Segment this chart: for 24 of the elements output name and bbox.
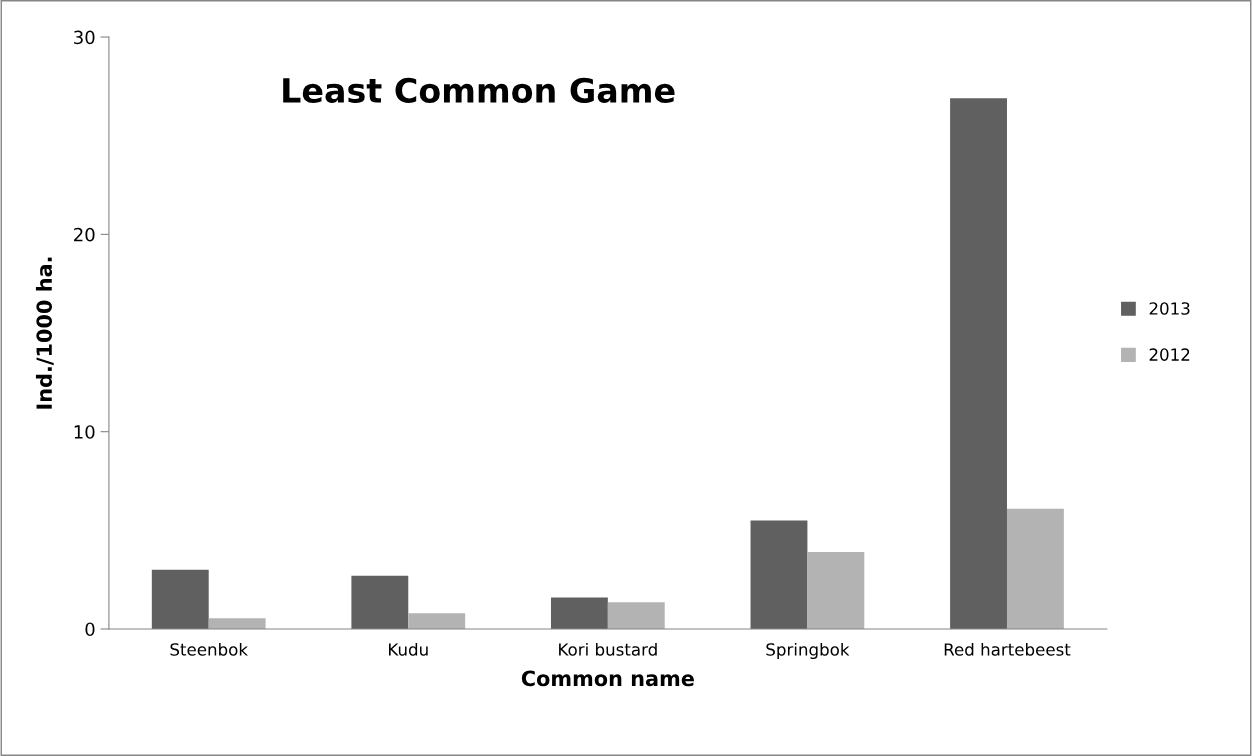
y-tick-label: 30 — [74, 30, 95, 45]
x-tick-label: Red hartebeest — [944, 642, 1071, 656]
bar — [1006, 508, 1064, 629]
legend-label: 2012 — [1149, 348, 1190, 361]
bar — [750, 520, 808, 629]
bar — [550, 597, 608, 629]
y-tick-label: 0 — [85, 622, 95, 637]
x-axis-title: Common name — [521, 670, 694, 687]
bar — [351, 575, 409, 629]
x-tick-label: Kori bustard — [559, 642, 657, 656]
x-tick-label: Steenbok — [170, 642, 248, 656]
text: Least Common Game — [283, 77, 675, 103]
bar — [208, 618, 266, 629]
bar — [607, 602, 665, 629]
x-tick-label: Springbok — [766, 642, 850, 660]
y-axis-title: Ind./1000 ha. — [35, 257, 54, 409]
y-tick-label: 10 — [74, 425, 95, 439]
x-tick-label: Kudu — [389, 642, 428, 656]
legend-label: 2013 — [1149, 302, 1190, 315]
y-tick-label: 20 — [74, 227, 95, 242]
bar — [151, 569, 209, 629]
bar — [950, 98, 1007, 629]
bar — [807, 552, 865, 629]
bar — [408, 613, 466, 629]
